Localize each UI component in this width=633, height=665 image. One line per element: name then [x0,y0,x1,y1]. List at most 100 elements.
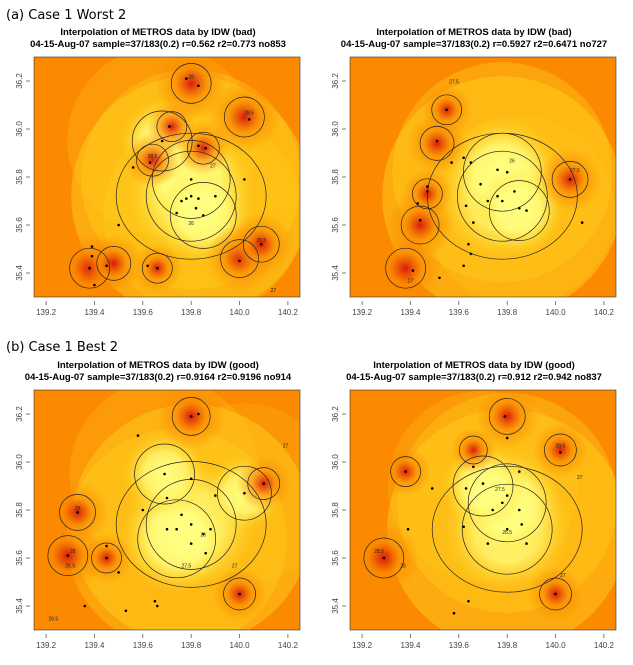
station-point [525,542,528,545]
contour-line [363,537,405,579]
station-point [105,544,108,548]
station-point [404,470,407,473]
station-point [194,206,198,210]
station-point [559,451,562,454]
station-point [517,508,521,512]
contour-line [145,150,237,242]
panel-case1-worst-1: Interpolation of METROS data by IDW (bad… [0,27,316,327]
section-b-label: (b) Case 1 Best 2 [6,340,119,355]
contour-label: 27 [560,573,566,579]
contour-line [217,465,272,521]
contour-line [151,140,231,219]
station-point [472,465,475,469]
chart-subtitle: 04-15-Aug-07 sample=37/183(0.2) r=0.912 … [346,372,602,383]
y-tick-label: 36.2 [331,73,340,89]
station-point [554,592,557,596]
station-point [469,252,473,256]
station-point [450,161,453,164]
contour-line [171,397,211,436]
station-point [156,604,159,608]
station-point [467,599,470,603]
x-tick-label: 140.0 [230,641,251,650]
panel-case1-worst-2: Interpolation of METROS data by IDW (bad… [316,27,632,327]
station-point [168,125,171,128]
contour-line [136,143,169,177]
contour-label: 27 [232,564,238,570]
contour-line [69,247,110,289]
contour-line [400,205,440,245]
panel-case1-best-1: Interpolation of METROS data by IDW (goo… [0,360,316,660]
station-point [505,527,509,531]
x-tick-label: 139.8 [497,308,518,317]
contour-line [488,398,526,435]
station-point [185,197,188,200]
station-point [243,178,246,181]
station-point [406,527,410,531]
station-point [90,245,94,248]
contour-line [224,96,265,138]
station-point [76,511,79,514]
contour-label: 28 [70,549,76,555]
contour-line [242,225,280,263]
x-tick-label: 140.2 [594,308,615,317]
station-point [513,190,516,193]
contour-label: 26 [509,159,515,165]
station-point [462,156,465,160]
station-point [238,259,241,263]
x-tick-label: 139.6 [133,641,154,650]
contour-line [412,178,443,210]
station-point [426,190,429,193]
contour-line [390,456,421,487]
contour-label: 27 [283,444,289,450]
station-point [117,571,120,574]
y-tick-label: 36.0 [15,121,24,137]
chart-title: Interpolation of METROS data by IDW (goo… [373,360,575,371]
y-tick-label: 35.6 [15,550,24,566]
section-a-label: (a) Case 1 Worst 2 [6,8,127,23]
heatmap-hot-spot [157,390,225,451]
station-point [462,264,465,268]
contour-label: 28 [75,506,81,512]
heatmap-hot-spot [475,390,539,448]
contour-line [539,577,572,611]
x-tick-label: 139.4 [400,641,421,650]
chart-title: Interpolation of METROS data by IDW (bad… [60,27,256,38]
heatmap-hot-spot [450,427,497,473]
station-point [189,477,193,481]
station-point [124,609,128,613]
contour-line [247,467,281,500]
contour-line [458,435,488,465]
station-point [496,194,499,198]
station-point [90,254,94,258]
station-point [426,185,429,188]
contour-line [467,463,547,543]
x-tick-label: 139.8 [497,641,518,650]
contour-line [47,535,89,576]
station-point [189,415,193,418]
station-point [105,556,108,560]
station-point [472,221,475,224]
station-point [201,532,205,536]
station-point [501,501,504,505]
y-tick-label: 36.2 [15,73,24,89]
station-point [93,283,96,287]
station-point [197,84,200,88]
station-point [105,264,108,268]
station-point [209,527,212,531]
station-point [214,494,217,497]
contour-line [115,132,267,260]
chart-title: Interpolation of METROS data by IDW (bad… [376,27,572,38]
heatmap-hot-spot [533,422,588,478]
x-tick-label: 139.2 [36,641,57,650]
station-point [189,523,193,526]
contour-line [456,150,548,242]
contour-line [220,239,259,278]
contour-label: 28.5 [256,238,266,244]
plot-frame [349,389,617,631]
contour-line [59,494,96,531]
x-tick-label: 139.4 [84,308,105,317]
chart-title: Interpolation of METROS data by IDW (goo… [57,360,259,371]
heatmap-plot: 28 26.5 28 27 27.5 26 27 26.5 139.2 139.4 139.6 139… [15,389,301,650]
station-point [445,108,449,112]
contour-label: 28.5 [374,549,384,555]
